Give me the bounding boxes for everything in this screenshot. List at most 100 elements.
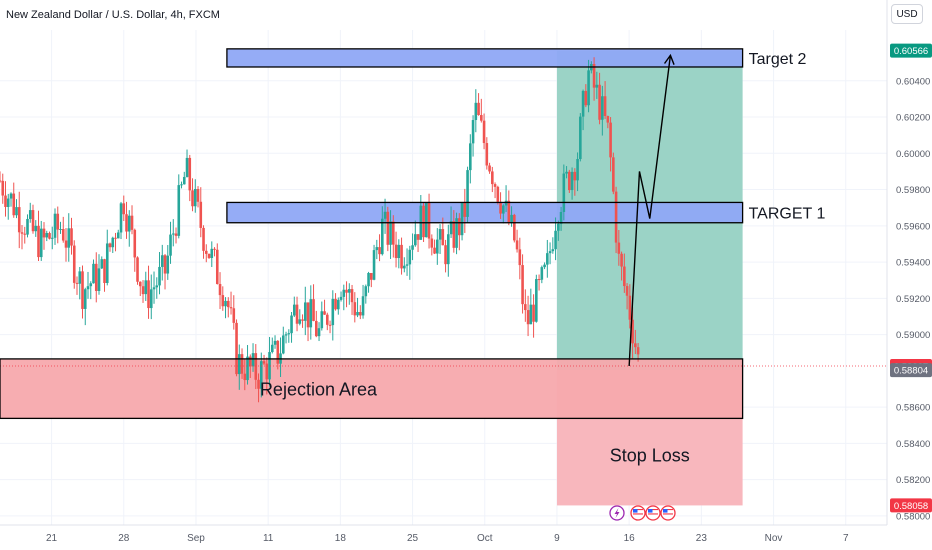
time-tick-label: Nov [765, 533, 783, 544]
candle-body [504, 200, 508, 206]
projection-path [628, 53, 675, 367]
candle-body [623, 266, 626, 287]
candle-body [502, 205, 505, 214]
candle-body [491, 171, 494, 185]
candle-body [488, 165, 491, 172]
candle-body [37, 225, 40, 258]
candles-layer [0, 57, 887, 403]
candle-body [94, 263, 98, 291]
candle-body [174, 233, 178, 236]
us-flag-icon[interactable] [660, 505, 676, 521]
candle-body [290, 315, 293, 334]
candle-body [444, 245, 447, 265]
candle-body [480, 115, 483, 121]
candle-body [408, 249, 412, 265]
candle-body [334, 298, 337, 310]
candle-body [598, 84, 601, 120]
candle-body [92, 263, 95, 284]
candle-body [323, 311, 326, 315]
candle-body [210, 248, 214, 258]
candle-body [119, 203, 123, 233]
candle-body [125, 214, 128, 232]
candle-body [411, 245, 414, 250]
annotation-labels: Target 2 TARGET 1 Rejection Area Stop Loss [260, 51, 826, 465]
candle-body [359, 312, 362, 316]
candle-body [50, 237, 54, 239]
candle-body [259, 361, 263, 389]
candle-body [180, 184, 183, 186]
candle-body [301, 319, 304, 321]
candle-body [568, 171, 571, 191]
candle-body [133, 229, 137, 258]
candle-body [485, 143, 489, 166]
candle-body [254, 353, 258, 380]
candle-body [116, 232, 120, 239]
time-tick-label: 11 [263, 533, 274, 544]
candle-body [546, 253, 549, 265]
rejection-area-zone [0, 358, 743, 419]
outline-layer [0, 48, 744, 420]
candle-body [127, 215, 131, 232]
candle-body [89, 283, 93, 287]
time-tick-label: 9 [554, 533, 560, 544]
candle-body [612, 157, 615, 192]
candle-body [221, 295, 225, 307]
candle-body [356, 312, 359, 316]
candle-body [562, 173, 566, 212]
candle-body [0, 180, 2, 182]
candle-body [537, 279, 541, 281]
candle-body [614, 191, 618, 243]
us-flag-icon-stripe [648, 515, 658, 517]
candle-body [353, 302, 357, 316]
candle-body [257, 379, 260, 389]
candle-body [188, 157, 192, 191]
candle-body [378, 247, 381, 255]
candle-body [136, 257, 139, 282]
candle-body [108, 243, 112, 248]
candle-body [540, 267, 544, 280]
candle-body [100, 259, 104, 269]
us-flag-icon-ring [645, 505, 661, 521]
price-axis-bg [887, 0, 932, 550]
price-tick-label: 0.58000 [896, 511, 930, 522]
candle-body [64, 240, 68, 248]
candle-body [524, 304, 527, 311]
lightning-icon[interactable] [609, 505, 625, 521]
candle-body [39, 228, 43, 258]
candle-body [386, 211, 390, 245]
candle-body [196, 189, 200, 202]
time-tick-label: 23 [696, 533, 708, 544]
price-tick-label: 0.59200 [896, 294, 930, 305]
candle-body [609, 122, 612, 158]
candle-body [207, 253, 211, 258]
candle-body [193, 189, 197, 207]
event-markers[interactable] [609, 505, 676, 521]
candle-body [463, 202, 467, 217]
target-1-zone [226, 202, 743, 223]
currency-button[interactable]: USD [891, 4, 923, 24]
candle-body [246, 356, 249, 381]
candle-body [452, 221, 456, 248]
candle-body [309, 299, 313, 328]
candle-body [199, 201, 203, 228]
candle-body [548, 251, 552, 254]
us-flag-icon[interactable] [630, 505, 646, 521]
candle-body [625, 286, 629, 296]
candle-body [606, 116, 610, 123]
candle-body [532, 304, 535, 322]
candle-body [493, 184, 497, 187]
candle-body [559, 211, 563, 224]
candle-body [592, 63, 596, 88]
target-2-label: Target 2 [749, 51, 807, 68]
grid-lines [0, 30, 887, 525]
price-axis[interactable]: 0.60400 0.60200 0.60000 0.59800 0.59600 0.594… [886, 0, 932, 550]
us-flag-icon-stripe [633, 513, 643, 515]
candle-body [383, 211, 387, 219]
us-flag-icon[interactable] [645, 505, 661, 521]
price-tick-label: 0.58400 [896, 439, 930, 450]
time-axis[interactable]: 21 28 Sep 11 18 25 Oct 9 16 23 Nov 7 [0, 524, 887, 544]
candle-body [295, 304, 299, 324]
candle-body [554, 230, 557, 250]
candle-body [281, 335, 285, 354]
